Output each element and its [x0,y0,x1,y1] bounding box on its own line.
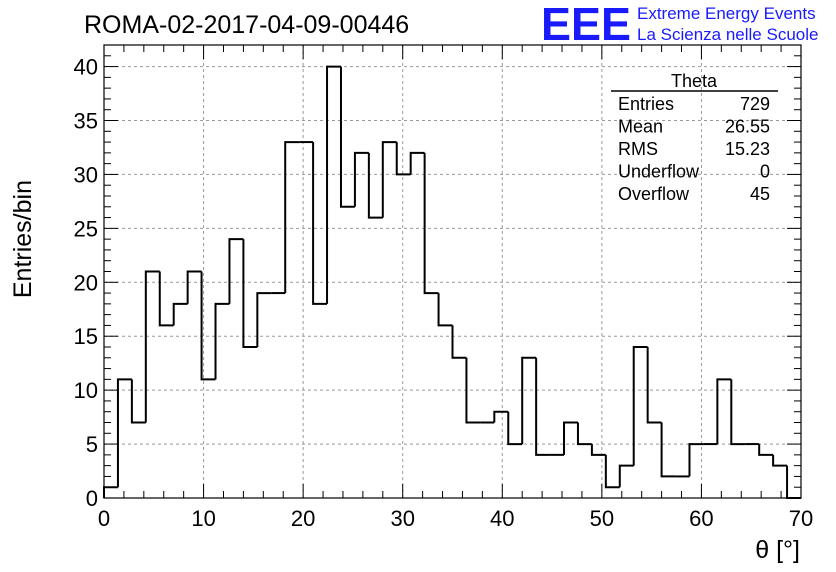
histogram-bin [758,444,774,456]
histogram-bin [116,378,132,488]
stats-box-title: Theta [671,71,718,91]
histogram-bin [618,464,634,488]
histogram-bin [688,443,704,477]
x-tick-label: 0 [98,506,110,531]
brand-line-2: La Scienza nelle Scuole [637,25,818,44]
stats-box: Theta Entries 729 Mean 26.55 RMS 15.23 Underfl… [611,71,778,204]
brand-line-1: Extreme Energy Events [637,4,816,23]
stats-row-value: 15.23 [725,139,770,159]
histogram-bin [228,238,244,304]
stats-row-label: Mean [618,117,663,137]
x-axis-title: θ [°] [755,536,800,564]
y-tick-label: 40 [74,55,98,80]
histogram-bars [103,65,801,499]
stats-row-value: 45 [750,184,770,204]
histogram-bin [786,465,801,499]
histogram-bin [772,454,788,467]
stats-rows: Entries 729 Mean 26.55 RMS 15.23 Underflow 0 Ove… [618,94,770,204]
plot-frame [103,44,802,499]
histogram-bin [381,141,397,218]
histogram-bin [576,422,592,446]
histogram-bin [730,379,746,446]
stats-row-label: RMS [618,139,658,159]
histogram-bin [103,486,118,498]
y-tick-label: 30 [74,162,98,187]
x-tick-label: 40 [490,506,514,531]
y-tick-label: 0 [86,486,98,511]
histogram-bin [493,410,509,423]
eee-logo: EEE [541,0,631,50]
y-tick-label: 15 [74,324,98,349]
histogram-bin [144,270,160,423]
x-tick-labels: 0 10 20 30 40 50 60 70 [98,506,813,531]
x-tick-label: 10 [191,506,215,531]
histogram-bin [312,142,328,305]
stats-row-label: Underflow [618,162,700,182]
histogram-bin [437,293,453,327]
histogram-bin [172,302,188,326]
y-axis-title: Entries/bin [9,180,37,298]
stats-row-value: 0 [760,162,770,182]
stats-row-value: 729 [740,94,770,114]
histogram-bin [158,271,174,327]
histogram-bin [326,65,341,304]
y-tick-labels: 0 5 10 15 20 25 30 35 40 [74,55,98,511]
histogram-bin [646,347,662,424]
y-tick-label: 5 [86,432,98,457]
x-tick-label: 20 [291,506,315,531]
histogram-bin [256,292,272,347]
histogram-bin [339,66,355,208]
y-tick-label: 25 [74,216,98,241]
x-tick-label: 60 [689,506,713,531]
histogram-bin [660,422,676,478]
stats-row-label: Overflow [618,184,690,204]
y-tick-label: 10 [74,378,98,403]
histogram-bin [632,346,648,466]
histogram-bin [284,141,300,294]
histogram-bin [535,357,551,456]
histogram-bin [409,151,425,175]
x-tick-label: 30 [390,506,414,531]
histogram-bin [451,325,467,359]
histogram-bin [423,152,439,295]
histogram-bin [214,302,230,380]
y-tick-label: 20 [74,270,98,295]
histogram-bin [604,454,620,489]
x-tick-label: 50 [590,506,614,531]
histogram-bin [563,421,578,455]
histogram-bin [353,151,369,207]
histogram-bin [130,379,146,424]
histogram-bin [521,356,537,445]
stats-row-value: 26.55 [725,117,770,137]
grid-lines [104,45,801,498]
histogram-bin [186,270,202,304]
histogram-bin [716,378,732,445]
x-tick-label: 70 [789,506,813,531]
histogram-bin [465,357,481,424]
histogram-bin [242,239,258,348]
histogram-bin [507,411,523,446]
histogram-bin [590,444,606,456]
stats-row-label: Entries [618,94,674,114]
axis-ticks [103,44,802,499]
run-title: ROMA-02-2017-04-09-00446 [84,11,409,39]
histogram-bin [395,142,411,176]
histogram-bin [200,271,216,381]
histogram-bin [367,152,383,219]
y-tick-label: 35 [74,109,98,134]
